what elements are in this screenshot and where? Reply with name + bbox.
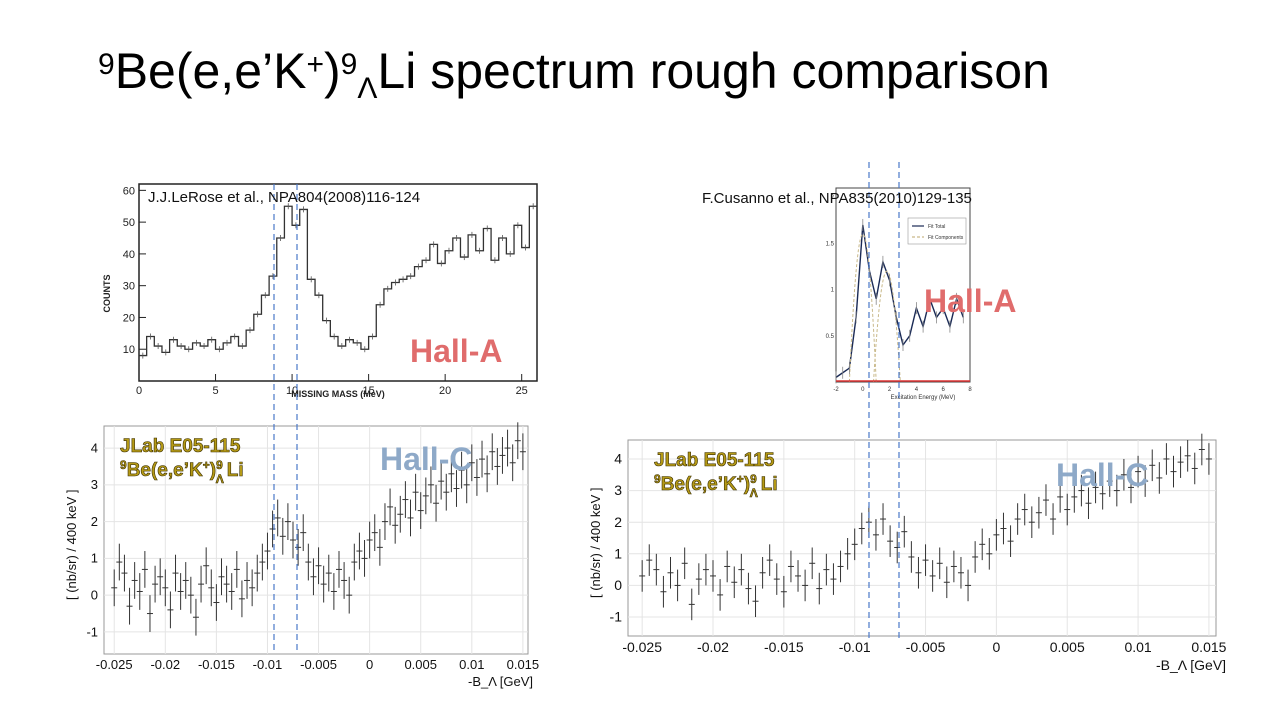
hallc-right-ytick-label: 0: [614, 577, 622, 593]
hallc-right-xtick-label: -0.015: [764, 639, 804, 655]
hallc-right-xtick-label: -0.01: [839, 639, 871, 655]
hallc-right-ytick-label: 2: [614, 514, 622, 530]
hallc-right-xtick-label: -0.025: [622, 639, 662, 655]
hallc-right-xlabel: -B_Λ [GeV]: [1156, 657, 1226, 673]
hallc-right-xtick-label: 0.005: [1050, 639, 1085, 655]
hall-c-label-right: Hall-C: [1056, 457, 1148, 493]
halla-ex-xtick-label: 4: [915, 387, 919, 393]
hallc-right-xtick-label: -0.005: [906, 639, 946, 655]
hallc-right-xtick-label: -0.02: [697, 639, 729, 655]
hallc-left-ylabel: [ (nb/sr) / 400 keV ]: [64, 489, 79, 600]
jlab-label-right-1: JLab E05-115: [654, 450, 775, 471]
halla-ex-legend-box: [907, 217, 967, 245]
jlab-label-left-1: JLab E05-115: [120, 436, 241, 457]
hallc-left-xtick-label: 0: [366, 657, 373, 672]
halla-ex-fit-total: [835, 224, 964, 378]
jlab-label-right-2: 9Be(e,e’K+)9 Λ Li: [654, 472, 778, 500]
hallc-left-xtick-label: 0.005: [404, 657, 437, 672]
halla-ex-legend-label-1: Fit Total: [928, 224, 945, 230]
title-mid: ): [324, 43, 341, 99]
hallc-right-ytick-label: 3: [614, 482, 622, 498]
hallc-left-ytick-label: 2: [91, 514, 98, 529]
hallc-left-xtick-label: -0.01: [253, 657, 283, 672]
hallc-left-plot: -0.025 -0.02 -0.015 -0.01 -0.005 0 0.005 0.01 0.…: [64, 422, 539, 689]
title-sup-3: 9: [340, 48, 358, 81]
hallc-right-plot: -0.025 -0.02 -0.015 -0.01 -0.005 0 0.005 0.01 0.…: [588, 433, 1227, 673]
halla-ex-xtick-label: -2: [833, 387, 839, 393]
halla-missing-mass-plot: 0 5 10 15 20 25 10 20 30 40 50 60 MISSING MASS (MeV)…: [102, 185, 537, 399]
halla-ex-xtick-label: 0: [861, 387, 865, 393]
halla-excitation-plot: -2 0 2 4 6 8 0.5 1 1.5 2 Excitation Energy (MeV) Fi…: [826, 195, 973, 401]
hallc-left-xlabel: -B_Λ [GeV]: [468, 674, 533, 689]
slide-title: 9Be(e,e’K+)9ΛLi spectrum rough compariso…: [98, 40, 1098, 110]
hallc-right-ytick-label: 4: [614, 451, 622, 467]
jlab-label-left-2: 9Be(e,e’K+)9 Λ Li: [120, 458, 244, 486]
halla-mm-xtick-label: 10: [286, 385, 298, 397]
halla-ex-frame: [835, 187, 971, 383]
halla-mm-ytick-label: 50: [123, 217, 135, 229]
halla-mm-ytick-label: 60: [123, 185, 135, 197]
hallc-left-xtick-label: -0.025: [96, 657, 133, 672]
halla-mm-histogram: [139, 205, 537, 357]
hall-c-label-left: Hall-C: [380, 441, 472, 477]
hallc-left-frame: [103, 425, 529, 655]
title-sub-lambda: Λ: [357, 72, 378, 105]
hallc-right-ylabel: [ (nb/sr) / 400 keV ]: [588, 487, 603, 598]
halla-ex-fit-component-1: [848, 234, 877, 383]
halla-mm-ytick-label: 30: [123, 281, 135, 293]
halla-mm-xlabel: MISSING MASS (MeV): [291, 389, 385, 399]
hallc-right-xtick-label: 0.015: [1191, 639, 1226, 655]
halla-mm-xtick-label: 25: [516, 385, 528, 397]
halla-mm-ytick-label: 20: [123, 312, 135, 324]
halla-mm-xtick-label: 0: [136, 385, 142, 397]
hallc-left-ytick-label: 4: [91, 440, 98, 455]
title-pre: Be(e,e’K: [114, 43, 307, 99]
hallc-right-xtick-label: 0.01: [1124, 639, 1151, 655]
halla-mm-ylabel: COUNTS: [102, 275, 112, 313]
halla-mm-frame: [138, 183, 538, 382]
halla-mm-ytick-label: 10: [123, 344, 135, 356]
halla-ex-xlabel: Excitation Energy (MeV): [891, 395, 956, 401]
title-sup-1: 9: [98, 48, 115, 81]
reference-cusanno: F.Cusanno et al., NPA835(2010)129-135: [702, 190, 972, 207]
halla-ex-ytick-label: 1.5: [826, 241, 835, 247]
halla-ex-fit-component-2: [873, 270, 901, 383]
halla-mm-ytick-label: 40: [123, 249, 135, 261]
halla-ex-xtick-label: 6: [942, 387, 946, 393]
halla-ex-ytick-label: 1: [831, 288, 835, 294]
hallc-left-xtick-label: -0.02: [150, 657, 180, 672]
hallc-right-ytick-label: 1: [614, 545, 622, 561]
halla-ex-legend-label-2: Fit Components: [928, 235, 964, 241]
hallc-right-frame: [627, 439, 1217, 637]
hallc-right-ytick-label: -1: [610, 609, 623, 625]
halla-mm-xtick-label: 20: [439, 385, 451, 397]
hallc-left-ytick-label: 3: [91, 477, 98, 492]
halla-ex-xtick-label: 8: [968, 387, 972, 393]
hallc-left-xtick-label: 0.015: [507, 657, 540, 672]
hallc-left-xtick-label: -0.005: [300, 657, 337, 672]
hall-a-label-right: Hall-A: [924, 283, 1016, 319]
hallc-left-ytick-label: -1: [86, 624, 98, 639]
reference-lerose: J.J.LeRose et al., NPA804(2008)116-124: [148, 189, 421, 206]
hall-a-label-left: Hall-A: [410, 333, 502, 369]
title-sup-2: +: [306, 48, 324, 81]
halla-ex-ytick-label: 0.5: [826, 334, 835, 340]
halla-mm-xtick-label: 15: [362, 385, 374, 397]
halla-ex-ytick-label: 2: [831, 195, 835, 201]
hallc-left-ytick-label: 1: [91, 551, 98, 566]
hallc-left-ytick-label: 0: [91, 587, 98, 602]
hallc-right-xtick-label: 0: [992, 639, 1000, 655]
halla-mm-xtick-label: 5: [212, 385, 218, 397]
title-post: Li spectrum rough comparison: [377, 43, 1050, 99]
hallc-left-xtick-label: 0.01: [459, 657, 484, 672]
hallc-left-xtick-label: -0.015: [198, 657, 235, 672]
halla-ex-xtick-label: 2: [888, 387, 892, 393]
